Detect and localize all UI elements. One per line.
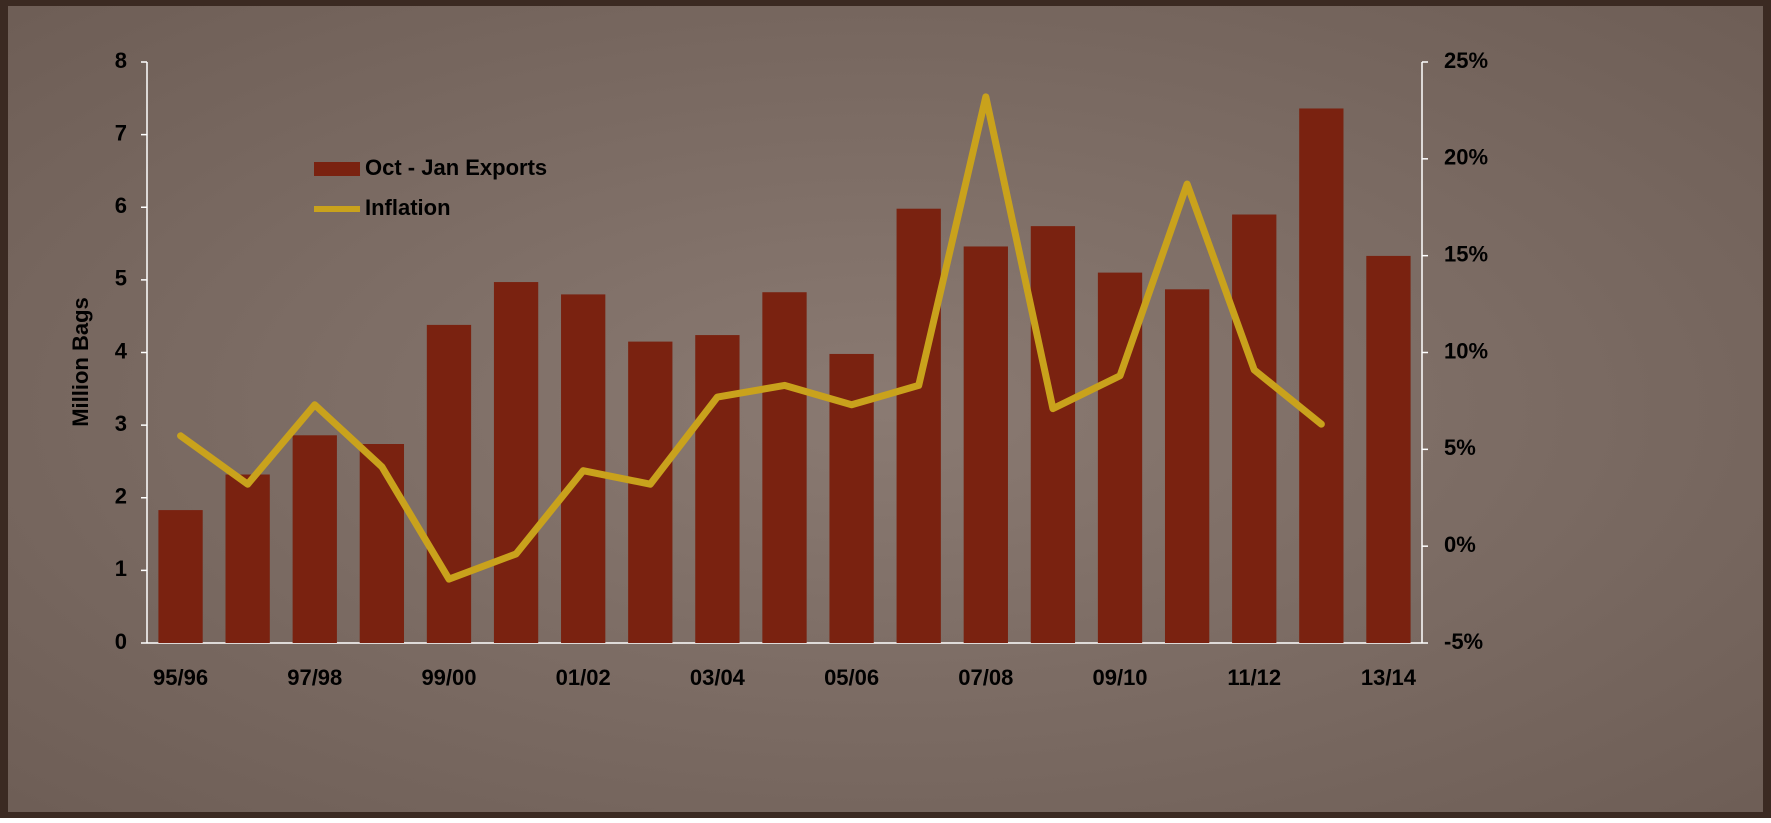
- legend-swatch: [314, 162, 360, 176]
- y2-tick-label: 10%: [1444, 338, 1488, 363]
- bar: [292, 435, 337, 643]
- bar: [628, 341, 673, 643]
- bar: [225, 474, 270, 643]
- y2-tick-label: 15%: [1444, 241, 1488, 266]
- bar: [1030, 226, 1076, 643]
- x-tick-label: 05/06: [824, 665, 879, 690]
- y-tick-label: 4: [115, 338, 128, 363]
- bar: [158, 510, 203, 643]
- panel: [8, 6, 1763, 812]
- x-tick-label: 97/98: [287, 665, 342, 690]
- y-tick-label: 7: [115, 120, 127, 145]
- bar: [896, 208, 941, 643]
- x-tick-label: 07/08: [958, 665, 1013, 690]
- bar: [426, 324, 472, 643]
- bar: [1232, 214, 1277, 643]
- bar: [963, 246, 1008, 643]
- y-tick-label: 1: [115, 556, 127, 581]
- y-tick-label: 0: [115, 629, 127, 654]
- y2-tick-label: 20%: [1444, 145, 1488, 170]
- x-tick-label: 03/04: [690, 665, 746, 690]
- bar: [762, 292, 807, 643]
- bar: [1299, 108, 1344, 644]
- x-tick-label: 11/12: [1227, 665, 1281, 690]
- y2-tick-label: 5%: [1444, 435, 1476, 460]
- y-tick-label: 2: [115, 484, 127, 509]
- x-tick-label: 09/10: [1092, 665, 1147, 690]
- legend-label: Inflation: [365, 195, 451, 220]
- bar: [1366, 255, 1411, 643]
- legend-label: Oct - Jan Exports: [365, 155, 547, 180]
- line: [177, 93, 1325, 583]
- y-tick-label: 8: [115, 48, 127, 73]
- bar: [1164, 289, 1210, 643]
- y2-tick-label: 0%: [1444, 532, 1476, 557]
- x-tick-label: 95/96: [153, 665, 208, 690]
- bar: [695, 335, 740, 643]
- y2-tick-label: 25%: [1444, 48, 1488, 73]
- y-axis-label: Million Bags: [68, 297, 93, 427]
- bar: [359, 444, 405, 643]
- y2-tick-label: -5%: [1444, 629, 1483, 654]
- y-tick-label: 6: [115, 193, 127, 218]
- y-tick-label: 3: [115, 411, 127, 436]
- bar: [493, 282, 539, 643]
- x-tick-label: 13/14: [1361, 665, 1417, 690]
- x-tick-label: 99/00: [421, 665, 476, 690]
- y-tick-label: 5: [115, 266, 127, 291]
- x-tick-label: 01/02: [556, 665, 611, 690]
